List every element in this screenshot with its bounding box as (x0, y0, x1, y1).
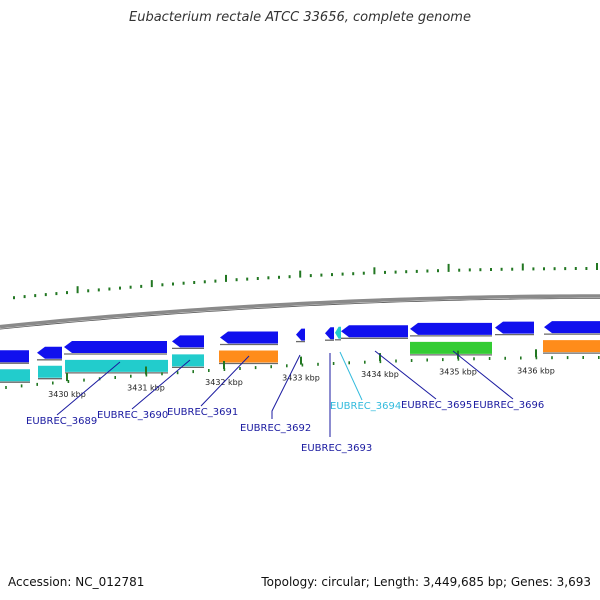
cds-feature (410, 322, 492, 335)
rna-feature (0, 369, 30, 382)
cds-feature (544, 321, 600, 334)
cds-feature (341, 325, 408, 338)
leader-line (200, 355, 250, 407)
leader-line (452, 350, 514, 400)
accession-text: Accession: NC_012781 (8, 575, 145, 589)
ruler-tick-label: 3434 kbp (361, 370, 399, 379)
backbone-line (0, 294, 600, 329)
gene-label: EUBREC_3692 (240, 423, 311, 434)
backbone-shadow (0, 298, 600, 330)
cds-feature (495, 321, 534, 334)
rna-feature (38, 365, 62, 378)
rna-feature (65, 359, 168, 372)
cds-feature (172, 335, 204, 348)
gene-label: EUBREC_3696 (473, 400, 544, 411)
cds-feature (0, 350, 29, 363)
gene-label: EUBREC_3694 (330, 401, 401, 412)
cds-feature (296, 328, 305, 341)
cds-feature (335, 326, 341, 339)
leader-line (374, 350, 437, 400)
cds-feature (37, 346, 62, 359)
gene-label: EUBREC_3695 (401, 400, 472, 411)
ruler-tick-label: 3431 kbp (127, 384, 165, 393)
orange-feature (543, 340, 600, 353)
gene-label: EUBREC_3691 (167, 407, 238, 418)
cds-feature (325, 327, 334, 340)
gene-labels: EUBREC_3689EUBREC_3690EUBREC_3691EUBREC_… (26, 350, 544, 454)
backbone-track (0, 294, 600, 330)
green-feature (410, 341, 492, 354)
gene-label: EUBREC_3693 (301, 443, 372, 454)
cds-feature (220, 331, 278, 344)
rna-feature (172, 354, 204, 367)
ruler-tick-label: 3430 kbp (48, 390, 86, 399)
gene-label: EUBREC_3690 (97, 410, 168, 421)
leader-line (339, 351, 363, 401)
leader-line (131, 359, 191, 410)
map-title: Eubacterium rectale ATCC 33656, complete… (129, 10, 471, 25)
ruler-tick-label: 3433 kbp (282, 374, 320, 383)
ruler-tick-label: 3435 kbp (439, 368, 477, 377)
ruler-tick-label: 3436 kbp (517, 366, 555, 375)
gene-label: EUBREC_3689 (26, 416, 97, 427)
genome-summary-text: Topology: circular; Length: 3,449,685 bp… (261, 575, 591, 589)
leader-line (56, 361, 121, 416)
cds-feature (64, 341, 167, 353)
gc-skew-track (13, 263, 598, 300)
leader-line (271, 354, 301, 419)
